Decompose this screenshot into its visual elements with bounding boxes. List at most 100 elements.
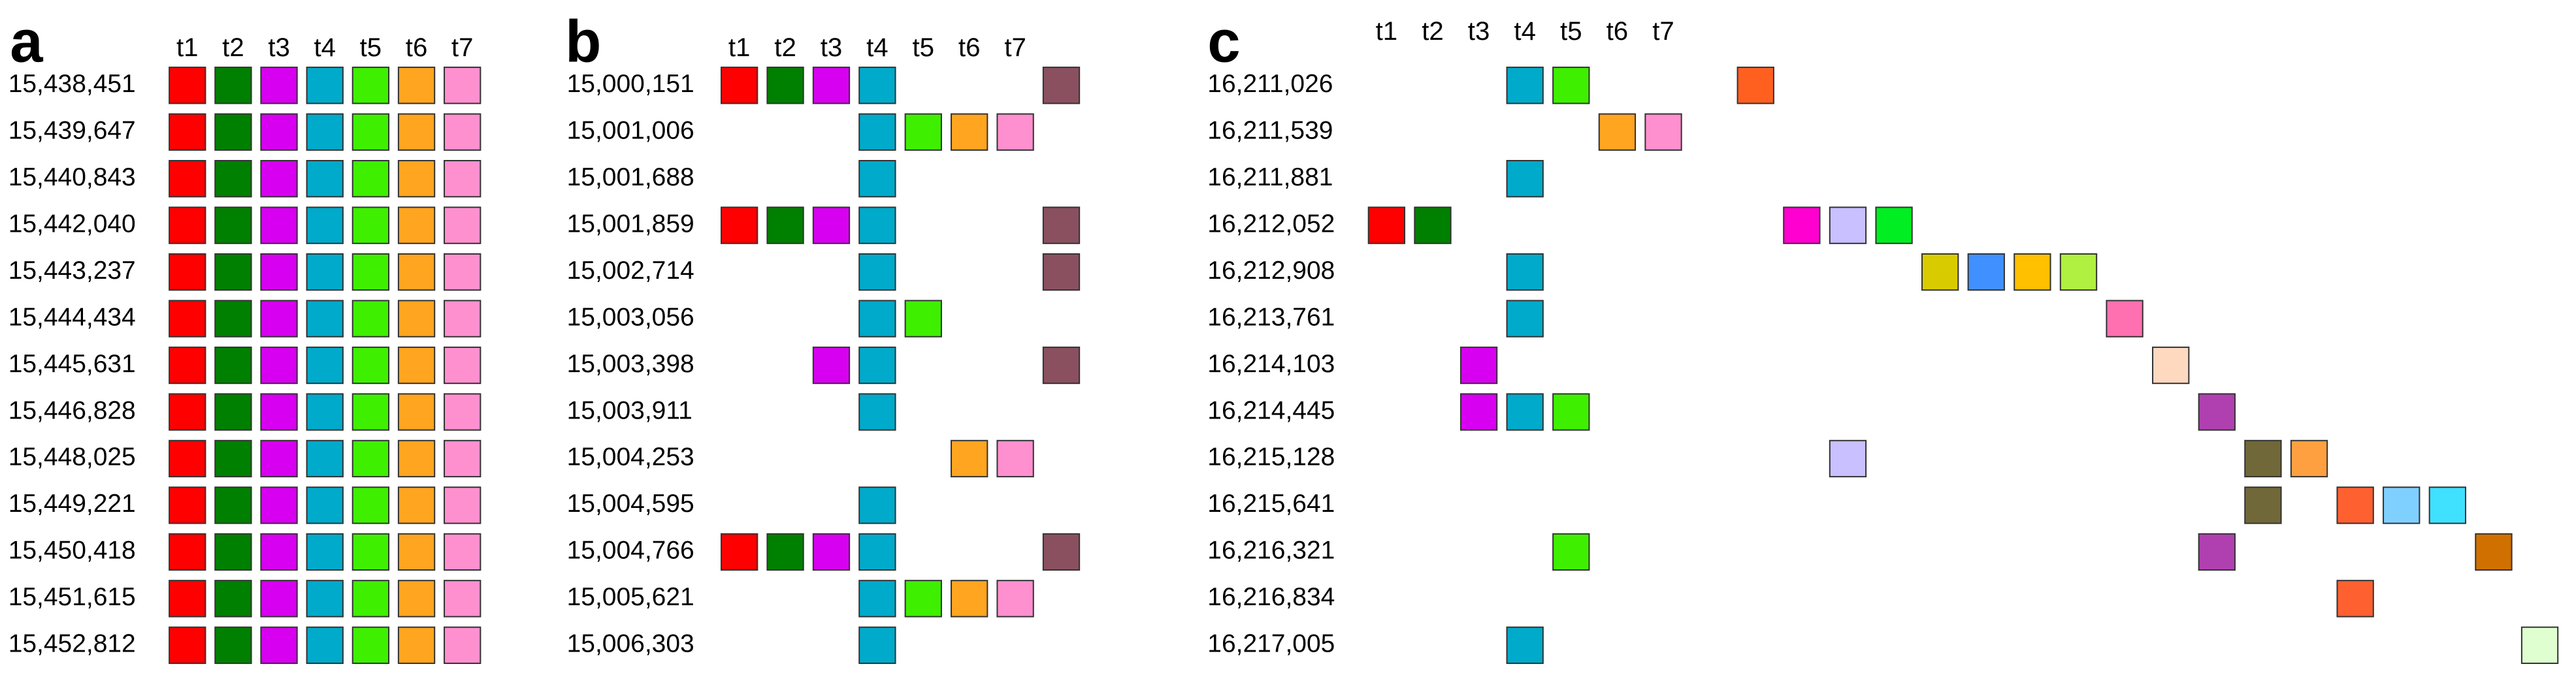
cell — [812, 206, 851, 244]
cell — [306, 113, 344, 151]
cell — [214, 486, 252, 524]
cell — [812, 346, 851, 385]
cell — [397, 346, 436, 385]
cell — [858, 300, 896, 338]
cell — [904, 300, 942, 338]
cell — [720, 67, 758, 104]
cell — [444, 113, 481, 151]
column-header: t7 — [1652, 16, 1674, 46]
cell — [2520, 626, 2559, 664]
cell — [397, 206, 436, 244]
row-label: 15,000,151 — [567, 70, 694, 98]
row-label: 15,446,828 — [8, 396, 136, 424]
cell — [1552, 393, 1590, 431]
cell — [397, 486, 436, 524]
cell — [397, 67, 436, 104]
row-label: 15,438,451 — [8, 70, 136, 98]
cell — [1414, 206, 1452, 244]
cell — [444, 439, 481, 478]
cell — [214, 580, 252, 618]
cell — [260, 626, 298, 664]
cell — [214, 113, 252, 151]
row-label: 15,001,688 — [567, 163, 694, 191]
cell — [1829, 206, 1867, 244]
row-label: 16,211,026 — [1207, 70, 1333, 98]
cell — [351, 160, 390, 198]
cell — [351, 67, 390, 104]
cell — [397, 113, 436, 151]
row-label: 15,448,025 — [8, 443, 136, 471]
row-label: 15,004,766 — [567, 537, 694, 565]
cell — [766, 67, 804, 104]
cell — [397, 533, 436, 571]
column-header: t3 — [821, 33, 843, 62]
cell — [812, 67, 851, 104]
cell — [2152, 346, 2190, 385]
column-header: t6 — [406, 33, 428, 62]
cell — [169, 626, 206, 664]
cell — [169, 533, 206, 571]
cell — [397, 626, 436, 664]
row-label: 16,212,052 — [1207, 210, 1335, 238]
row-label: 16,216,834 — [1207, 583, 1335, 611]
cell — [904, 580, 942, 618]
cell — [2336, 580, 2374, 618]
cell — [169, 67, 206, 104]
cell — [1506, 160, 1544, 198]
cell — [996, 113, 1034, 151]
cell — [306, 253, 344, 291]
column-header: t5 — [1560, 16, 1582, 46]
cell — [2106, 300, 2144, 338]
column-header: t2 — [774, 33, 796, 62]
cell — [260, 439, 298, 478]
cell — [1042, 533, 1081, 571]
cell — [306, 533, 344, 571]
cell — [351, 113, 390, 151]
row-label: 16,216,321 — [1207, 537, 1335, 565]
cell — [444, 626, 481, 664]
cell — [214, 253, 252, 291]
cell — [444, 346, 481, 385]
cell — [306, 580, 344, 618]
cell — [169, 393, 206, 431]
cell — [306, 439, 344, 478]
cell — [1042, 206, 1081, 244]
column-header: t7 — [1004, 33, 1026, 62]
cell — [951, 580, 988, 618]
cell — [858, 206, 896, 244]
cell — [1644, 113, 1682, 151]
cell — [858, 253, 896, 291]
cell — [351, 533, 390, 571]
cell — [766, 533, 804, 571]
cell — [351, 253, 390, 291]
cell — [444, 253, 481, 291]
cell — [858, 580, 896, 618]
cell — [397, 160, 436, 198]
cell — [2014, 253, 2051, 291]
column-header: t3 — [268, 33, 290, 62]
column-header: t6 — [958, 33, 981, 62]
cell — [214, 626, 252, 664]
cell — [858, 346, 896, 385]
cell — [1921, 253, 1959, 291]
column-header: t4 — [1514, 16, 1536, 46]
cell — [951, 439, 988, 478]
row-label: 15,451,615 — [8, 583, 136, 611]
cell — [904, 113, 942, 151]
cell — [2475, 533, 2513, 571]
row-label: 16,213,761 — [1207, 303, 1335, 331]
cell — [1506, 626, 1544, 664]
cell — [397, 300, 436, 338]
cell — [169, 160, 206, 198]
row-label: 15,443,237 — [8, 257, 136, 285]
cell — [444, 67, 481, 104]
column-header: t1 — [176, 33, 199, 62]
cell — [858, 626, 896, 664]
cell — [306, 346, 344, 385]
cell — [260, 113, 298, 151]
cell — [1829, 439, 1867, 478]
cell — [2336, 486, 2374, 524]
cell — [260, 253, 298, 291]
cell — [444, 160, 481, 198]
row-label: 15,450,418 — [8, 537, 136, 565]
